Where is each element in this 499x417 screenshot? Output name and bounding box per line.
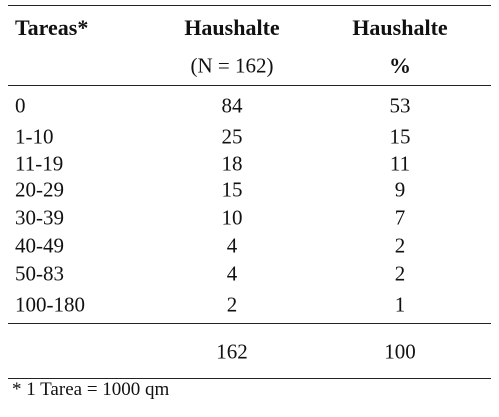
subheader-cell: % (389, 53, 411, 78)
subheader-cell: (N = 162) (190, 53, 274, 78)
top-rule (8, 5, 491, 6)
header-cell: Haushalte (184, 15, 280, 40)
data-cell: 9 (394, 177, 406, 202)
data-cell: 1-10 (15, 124, 54, 149)
data-cell: 7 (394, 205, 406, 230)
total-cell: 162 (216, 339, 248, 364)
data-cell: 1 (394, 292, 406, 317)
data-cell: 53 (389, 93, 411, 118)
data-cell: 4 (226, 261, 238, 286)
total-rule (8, 378, 491, 379)
data-cell: 40-49 (15, 233, 64, 258)
total-cell: 100 (384, 339, 416, 364)
data-cell: 0 (15, 93, 26, 118)
data-cell: 2 (226, 292, 238, 317)
data-cell: 2 (394, 261, 406, 286)
header-cell: Haushalte (352, 15, 448, 40)
data-cell: 4 (226, 233, 238, 258)
header-cell: Tareas* (15, 15, 89, 40)
data-cell: 11-19 (15, 151, 64, 176)
data-cell: 30-39 (15, 205, 64, 230)
body-rule (8, 323, 491, 324)
data-cell: 100-180 (15, 292, 85, 317)
data-cell: 2 (394, 233, 406, 258)
footnote: * 1 Tarea = 1000 qm (12, 379, 170, 400)
data-cell: 11 (389, 151, 411, 176)
data-cell: 18 (221, 151, 243, 176)
header-rule (8, 85, 491, 86)
data-cell: 84 (221, 93, 243, 118)
data-cell: 50-83 (15, 261, 64, 286)
data-cell: 20-29 (15, 177, 64, 202)
data-cell: 15 (389, 124, 411, 149)
data-cell: 25 (221, 124, 243, 149)
data-cell: 15 (221, 177, 243, 202)
data-cell: 10 (221, 205, 243, 230)
